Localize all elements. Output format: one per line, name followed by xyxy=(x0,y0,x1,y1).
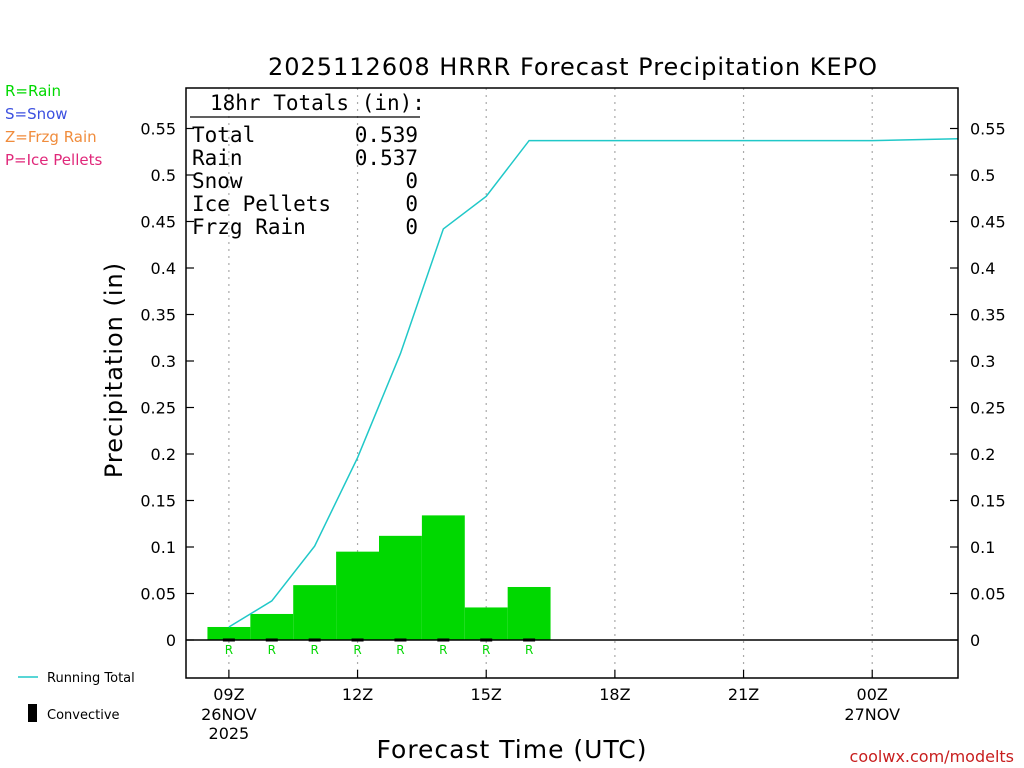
rain-bar-13 xyxy=(379,535,422,640)
totals-label-2: Snow xyxy=(192,169,243,193)
xtick-date-09Z: 26NOV xyxy=(201,705,257,724)
totals-header: 18hr Totals (in): xyxy=(210,91,425,115)
key-item-1: S=Snow xyxy=(5,105,68,123)
y-axis-ticks: 0 00.05 0.050.1 0.10.15 0.150.2 0.20.25 0.250.… xyxy=(140,120,1005,651)
totals-label-3: Ice Pellets xyxy=(192,192,331,216)
rain-bar-14 xyxy=(421,515,465,640)
plot-frame xyxy=(185,87,959,679)
precip-type-16: R xyxy=(525,643,533,657)
precip-type-14: R xyxy=(439,643,447,657)
rain-bar-9 xyxy=(207,626,251,640)
ytick-label-left-0.3: 0.3 xyxy=(151,352,176,371)
ytick-label-right-0: 0 xyxy=(970,631,980,650)
ytick-label-left-0: 0 xyxy=(166,631,176,650)
xtick-date-00Z: 27NOV xyxy=(844,705,900,724)
ytick-label-right-0.45: 0.45 xyxy=(970,213,1006,232)
totals-value-2: 0 xyxy=(405,169,418,193)
ytick-label-right-0.25: 0.25 xyxy=(970,399,1006,418)
totals-box: 18hr Totals (in): Total 0.539 Rain 0.537 Sno… xyxy=(190,91,425,239)
ytick-label-right-0.35: 0.35 xyxy=(970,306,1006,325)
key-item-3: P=Ice Pellets xyxy=(5,151,102,169)
key-item-0: R=Rain xyxy=(5,82,61,100)
ytick-label-right-0.3: 0.3 xyxy=(970,352,995,371)
xtick-label-00Z: 00Z xyxy=(857,685,888,704)
precip-type-key: R=Rain S=Snow Z=Frzg Rain P=Ice Pellets xyxy=(5,82,102,169)
rain-bar-16 xyxy=(507,586,551,640)
running-total-line xyxy=(228,137,959,628)
hourly-bars xyxy=(207,515,551,640)
convective-legend-label: Convective xyxy=(47,708,120,723)
ytick-label-right-0.1: 0.1 xyxy=(970,538,995,557)
ytick-label-right-0.15: 0.15 xyxy=(970,492,1006,511)
ytick-label-left-0.1: 0.1 xyxy=(151,538,176,557)
xtick-label-12Z: 12Z xyxy=(342,685,373,704)
ytick-label-right-0.2: 0.2 xyxy=(970,445,995,464)
rain-bar-10 xyxy=(250,613,294,640)
totals-value-0: 0.539 xyxy=(355,123,418,147)
x-axis-label: Forecast Time (UTC) xyxy=(377,735,648,764)
vertical-gridlines xyxy=(228,88,873,678)
ytick-label-right-0.55: 0.55 xyxy=(970,120,1006,139)
ytick-label-right-0.5: 0.5 xyxy=(970,166,995,185)
convective-legend-swatch xyxy=(28,704,37,722)
running-total-legend-label: Running Total xyxy=(47,671,135,686)
xtick-label-18Z: 18Z xyxy=(599,685,630,704)
ytick-label-left-0.2: 0.2 xyxy=(151,445,176,464)
rain-bar-12 xyxy=(336,551,379,640)
totals-label-4: Frzg Rain xyxy=(192,215,306,239)
chart-title: 2025112608 HRRR Forecast Precipitation K… xyxy=(268,53,878,81)
key-item-2: Z=Frzg Rain xyxy=(5,128,97,146)
ytick-label-left-0.55: 0.55 xyxy=(140,120,176,139)
rain-bar-11 xyxy=(293,585,337,640)
totals-value-3: 0 xyxy=(405,192,418,216)
site-credit: coolwx.com/modelts xyxy=(850,747,1014,766)
totals-label-0: Total xyxy=(192,123,255,147)
ytick-label-left-0.25: 0.25 xyxy=(140,399,176,418)
totals-label-1: Rain xyxy=(192,146,243,170)
ytick-label-left-0.45: 0.45 xyxy=(140,213,176,232)
ytick-label-left-0.4: 0.4 xyxy=(151,259,176,278)
ytick-label-left-0.05: 0.05 xyxy=(140,585,176,604)
precip-type-12: R xyxy=(353,643,361,657)
precip-type-11: R xyxy=(310,643,318,657)
precip-type-10: R xyxy=(268,643,276,657)
xtick-label-09Z: 09Z xyxy=(213,685,244,704)
totals-value-4: 0 xyxy=(405,215,418,239)
precip-type-15: R xyxy=(482,643,490,657)
xtick-label-21Z: 21Z xyxy=(728,685,759,704)
ytick-label-left-0.5: 0.5 xyxy=(151,166,176,185)
precip-type-9: R xyxy=(225,643,233,657)
xtick-year-09Z: 2025 xyxy=(209,724,250,743)
totals-value-1: 0.537 xyxy=(355,146,418,170)
rain-bar-15 xyxy=(464,607,508,640)
precip-type-13: R xyxy=(396,643,404,657)
ytick-label-left-0.35: 0.35 xyxy=(140,306,176,325)
xtick-label-15Z: 15Z xyxy=(471,685,502,704)
ytick-label-left-0.15: 0.15 xyxy=(140,492,176,511)
y-axis-label: Precipitation (in) xyxy=(100,262,128,478)
ytick-label-right-0.05: 0.05 xyxy=(970,585,1006,604)
ytick-label-right-0.4: 0.4 xyxy=(970,259,995,278)
